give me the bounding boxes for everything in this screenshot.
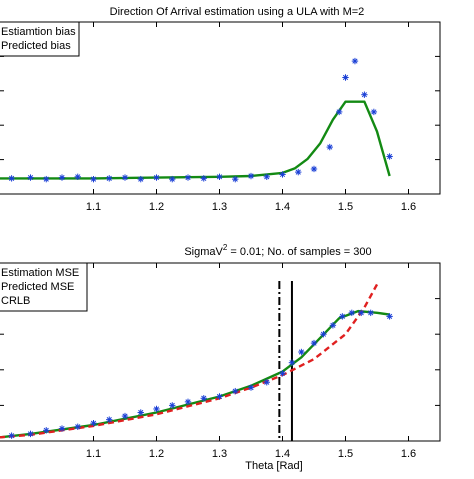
bias-estiamtion-bias-point [121, 174, 129, 181]
bias-legend-box [0, 21, 80, 57]
mse-estimation-mse-point [58, 425, 66, 432]
bias-estiamtion-bias-point [106, 175, 113, 182]
bias-chart-ticks: 1.1 1.2 1.3 1.4 1.5 1.6 [0, 22, 440, 213]
mse-estimation-mse-point [386, 313, 393, 320]
bias-estiamtion-bias-point [153, 174, 160, 181]
bias-estiamtion-bias-point [27, 174, 34, 181]
bias-estiamtion-bias-point [216, 173, 223, 180]
mse-estimation-mse-point [74, 423, 81, 430]
bias-legend-entry: Estiamtion bias [1, 26, 76, 38]
mse-estimation-mse-point [43, 427, 50, 434]
mse-x-tick-label: 1.2 [149, 448, 164, 460]
mse-estimation-mse-point [216, 393, 223, 400]
bias-estiamtion-bias-point [247, 172, 255, 180]
mse-estimation-mse-point [320, 331, 327, 338]
mse-estimation-mse-point [200, 395, 207, 402]
bias-estiamtion-bias-point [200, 175, 207, 182]
bias-estiamtion-bias-point [310, 165, 318, 173]
mse-estimation-mse-point [137, 409, 144, 416]
bias-chart-series [0, 57, 393, 183]
bias-x-tick-label: 1.1 [86, 201, 101, 213]
mse-estimation-mse-point [358, 309, 365, 317]
mse-chart-title: SigmaV2 = 0.01; No. of samples = 300 [184, 243, 371, 258]
bias-estiamtion-bias-point [370, 108, 378, 116]
mse-chart-legend: Estimation MSE Predicted MSE CRLB [0, 262, 88, 312]
mse-x-tick-label: 1.5 [338, 448, 353, 460]
mse-legend-box [0, 262, 88, 312]
mse-legend-entry: Predicted MSE [1, 281, 74, 293]
mse-estimation-mse-point [279, 370, 286, 377]
mse-estimation-mse-point [90, 420, 97, 427]
bias-estiamtion-bias-point [351, 57, 359, 65]
bias-chart: Direction Of Arrival estimation using a … [0, 6, 441, 213]
bias-estiamtion-bias-point [90, 175, 97, 183]
bias-estiamtion-bias-point [184, 174, 192, 181]
mse-estimation-mse-point [121, 412, 129, 420]
bias-estiamtion-bias-point [137, 175, 144, 183]
bias-estiamtion-bias-point [326, 143, 333, 151]
mse-estimation-mse-point [153, 405, 160, 413]
bias-estiamtion-bias-point [43, 175, 50, 183]
mse-estimation-mse-point [263, 379, 270, 386]
mse-x-tick-label: 1.4 [275, 448, 290, 460]
bias-legend-entry: Predicted bias [1, 40, 71, 52]
mse-x-tick-label: 1.6 [401, 448, 416, 460]
bias-x-tick-label: 1.4 [275, 201, 290, 213]
mse-chart-series [0, 283, 393, 439]
bias-estiamtion-bias-point [232, 175, 239, 183]
mse-estimation-mse-point [288, 359, 296, 366]
mse-crlb-line [0, 283, 379, 439]
bias-estiamtion-bias-point [169, 175, 176, 183]
mse-chart-xlabel: Theta [Rad] [245, 460, 302, 472]
mse-x-tick-label: 1.1 [86, 448, 101, 460]
bias-estiamtion-bias-point [263, 173, 270, 180]
bias-estiamtion-bias-point [8, 175, 15, 182]
mse-estimation-mse-point [169, 402, 176, 409]
bias-estiamtion-bias-point [336, 108, 343, 116]
mse-estimation-mse-point [8, 432, 15, 439]
mse-estimation-mse-point [339, 313, 346, 320]
bias-estiamtion-bias-point [279, 171, 286, 178]
mse-estimation-mse-point [298, 348, 305, 356]
mse-predicted-mse-line [0, 309, 390, 439]
bias-x-tick-label: 1.2 [149, 201, 164, 213]
mse-chart: SigmaV2 = 0.01; No. of samples = 300 1.1… [0, 243, 441, 472]
mse-legend-entry: CRLB [1, 295, 30, 307]
bias-estiamtion-bias-point [74, 173, 81, 180]
bias-x-tick-label: 1.5 [338, 201, 353, 213]
mse-legend-entry: Estimation MSE [1, 267, 79, 279]
mse-estimation-mse-point [329, 322, 337, 329]
bias-estiamtion-bias-point [295, 168, 302, 176]
mse-estimation-mse-point [232, 387, 239, 395]
mse-estimation-mse-point [310, 339, 318, 347]
mse-x-tick-label: 1.3 [212, 448, 227, 460]
mse-estimation-mse-point [348, 309, 355, 317]
bias-x-tick-label: 1.6 [401, 201, 416, 213]
mse-estimation-mse-point [184, 398, 192, 406]
mse-estimation-mse-point [247, 384, 255, 391]
mse-estimation-mse-point [106, 416, 113, 423]
bias-chart-legend: Estiamtion bias Predicted bias [0, 21, 80, 57]
bias-estiamtion-bias-point [342, 74, 349, 81]
bias-chart-title: Direction Of Arrival estimation using a … [110, 6, 365, 18]
bias-estiamtion-bias-point [58, 174, 66, 181]
mse-estimation-mse-point [367, 309, 374, 317]
bias-predicted-bias-line [0, 100, 391, 180]
bias-x-tick-label: 1.3 [212, 201, 227, 213]
mse-estimation-mse-point [27, 430, 34, 438]
bias-estiamtion-bias-point [361, 91, 368, 98]
mse-chart-ticks: 1.1 1.2 1.3 1.4 1.5 1.6 [0, 263, 440, 460]
bias-estiamtion-bias-point [386, 153, 393, 160]
